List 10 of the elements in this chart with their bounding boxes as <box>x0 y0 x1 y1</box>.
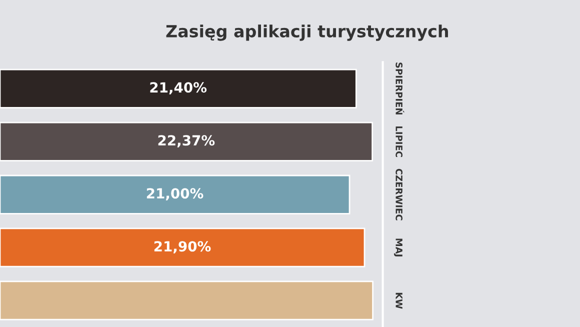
y-tick-label: CZERWIEC <box>396 168 402 220</box>
y-tick-label: SPIERPIEŃ <box>396 62 404 114</box>
y-tick-label: LIPIEC <box>396 126 402 157</box>
y-tick-label: MAJ <box>394 238 402 256</box>
y-tick-label: KW <box>396 292 402 309</box>
data-label: 21,40% <box>150 82 207 94</box>
data-label: 21,00% <box>146 188 204 200</box>
chart-title: Zasięg aplikacji turystycznych <box>166 24 448 41</box>
data-label: 22,37% <box>158 135 215 148</box>
data-label: 21,90% <box>154 241 211 254</box>
